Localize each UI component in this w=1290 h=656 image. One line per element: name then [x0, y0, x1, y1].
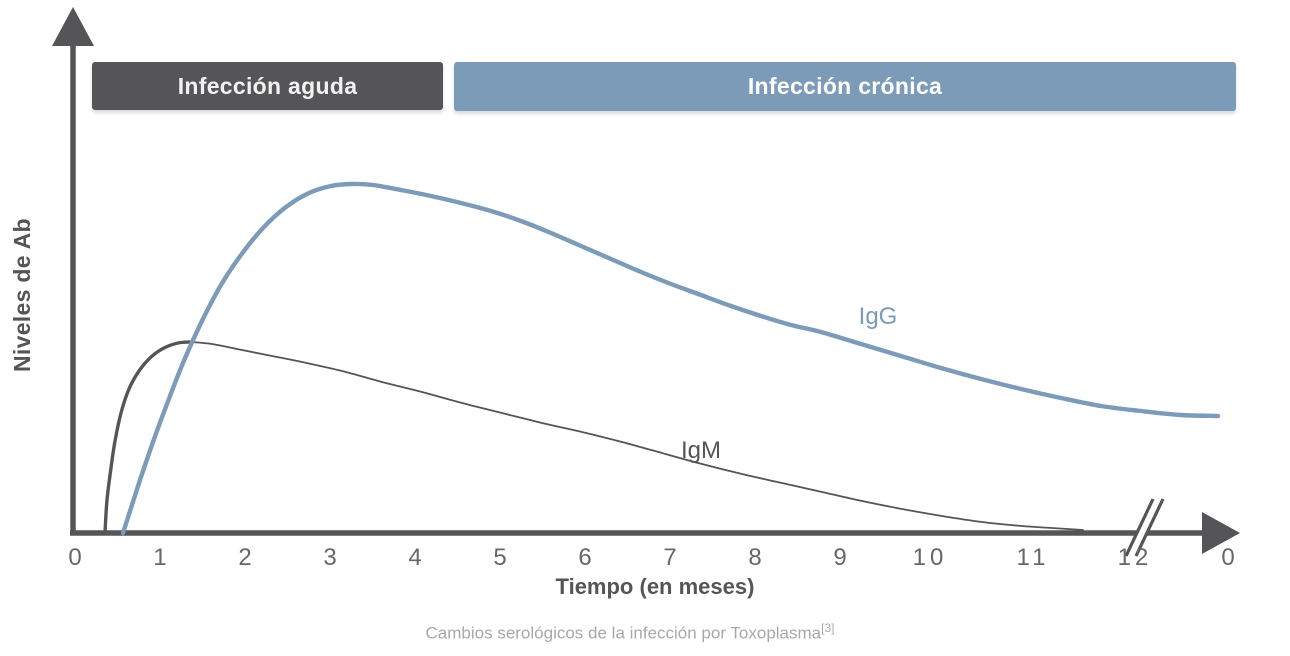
x-tick-label: 11 [1016, 544, 1050, 571]
x-axis-arrowhead-icon [1202, 512, 1240, 554]
igg-curve [120, 181, 1221, 536]
x-tick-label: 5 [493, 544, 511, 571]
x-tick-label: 4 [408, 544, 426, 571]
x-tick-label: 9 [833, 544, 851, 571]
axis-break-icon [1124, 498, 1155, 557]
curve-label-igg: IgG [858, 303, 898, 330]
x-tick-label: 8 [748, 544, 766, 571]
x-tick-label: 10 [912, 544, 948, 571]
acute-infection-label: Infección aguda [177, 72, 358, 99]
x-tick-label: 1 [153, 544, 171, 571]
axis-break-gap [1126, 496, 1163, 559]
chronic-infection-label: Infección crónica [747, 73, 943, 99]
x-tick-label: 3 [323, 544, 341, 571]
x-tick-label: 7 [663, 544, 681, 571]
x-tick-label: 6 [578, 544, 596, 571]
igm-curve [190, 341, 1084, 531]
x-tick-label: 0 [1221, 544, 1239, 571]
curve-label-igm: IgM [680, 437, 722, 464]
chronic-infection-banner: Infección crónica [454, 62, 1236, 111]
y-axis-arrowhead-icon [52, 7, 94, 46]
x-tick-labels: 0 1 2 3 4 5 6 7 8 9 10 11 12 0 [0, 544, 1290, 574]
x-tick-label: 12 [1117, 544, 1153, 571]
figure-caption-reference: [3] [821, 621, 835, 635]
x-tick-label: 2 [238, 544, 256, 571]
igm-curve [103, 340, 193, 535]
figure-caption-text: Cambios serológicos de la infección por … [425, 623, 822, 643]
x-axis-title: Tiempo (en meses) [555, 574, 755, 599]
axis-break-icon [1134, 498, 1165, 557]
acute-infection-banner: Infección aguda [92, 62, 443, 110]
x-tick-label: 0 [68, 544, 86, 571]
y-axis-title: Niveles de Ab [9, 218, 35, 372]
figure-caption: Cambios serológicos de la infección por … [0, 621, 1260, 644]
